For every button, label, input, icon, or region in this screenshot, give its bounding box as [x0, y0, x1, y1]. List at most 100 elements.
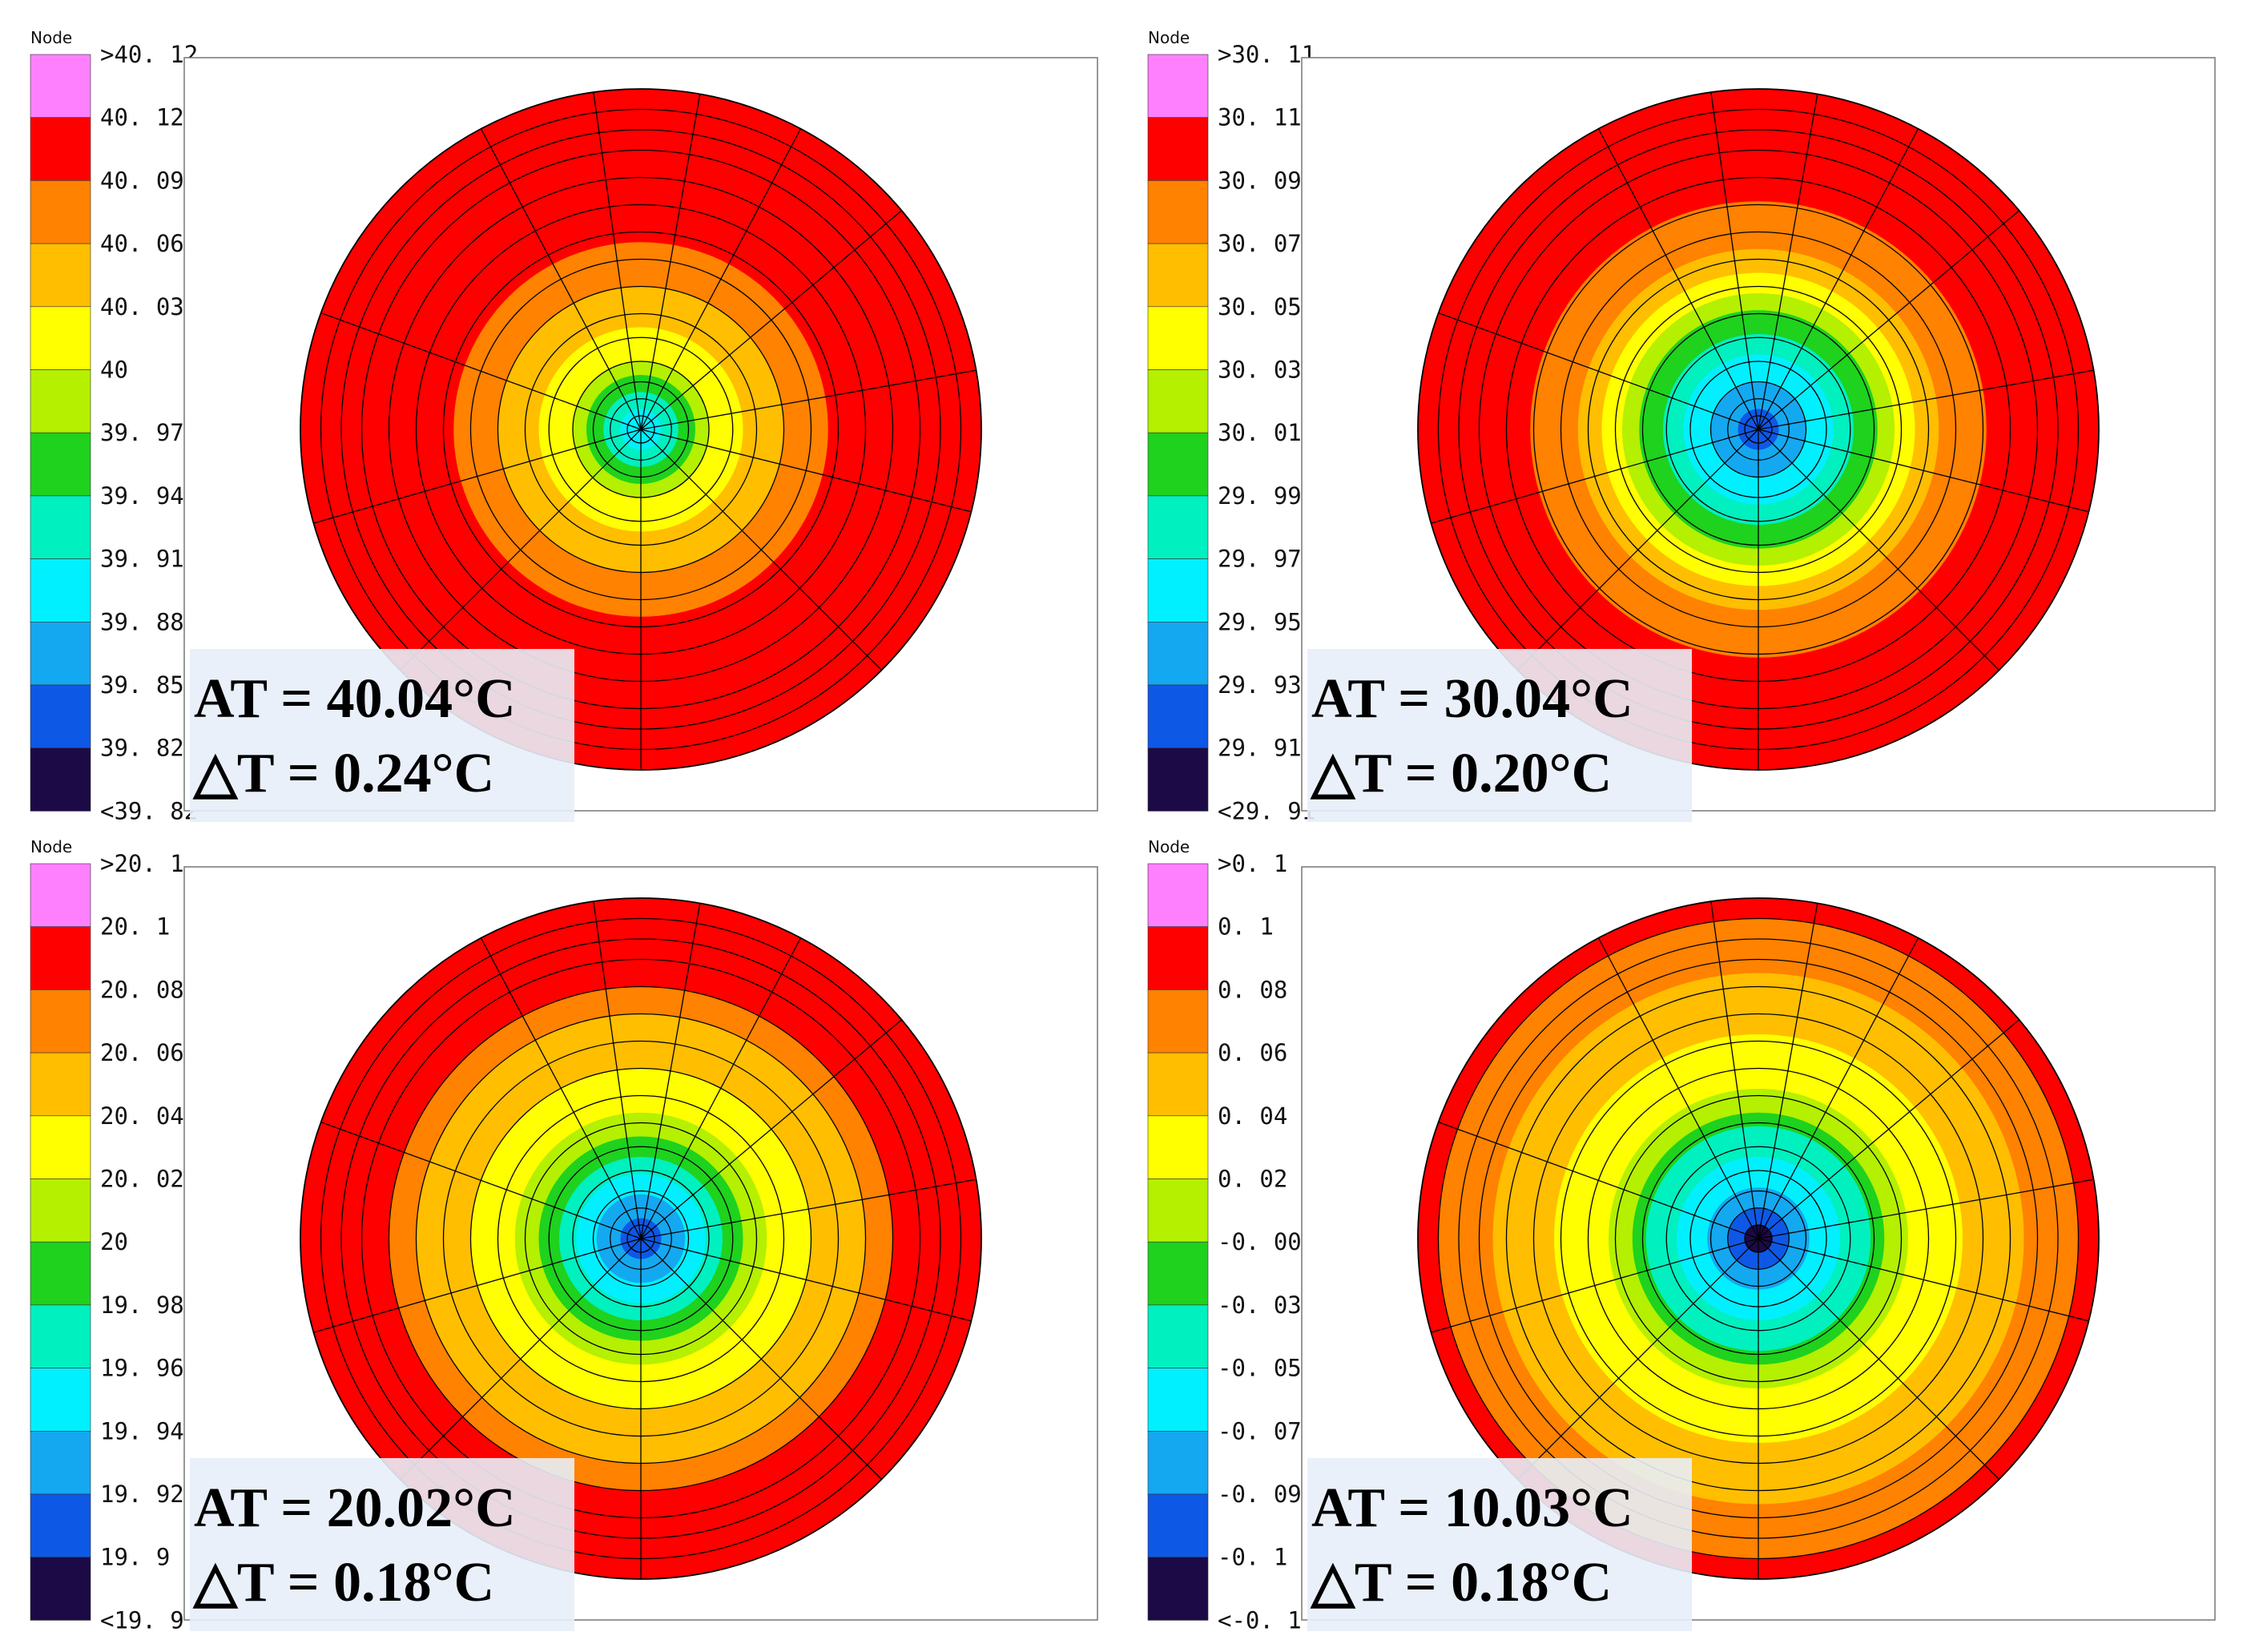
legend-tick-label: 0. 04 [1218, 1102, 1287, 1130]
legend-tick-label: -0. 09 [1218, 1481, 1302, 1508]
legend-tick-label: 20 [100, 1228, 128, 1255]
legend-tick-label: <39. 82 [100, 797, 198, 824]
legend-tick-label: 20. 1 [100, 913, 170, 941]
legend-color-band [30, 989, 91, 1054]
contour-plot: Node >0. 1 0. 1 0. 08 0. 06 0. 04 0. 02 -0. 005… [1147, 837, 2216, 1634]
legend-color-band [30, 1052, 91, 1117]
legend-color-band [1147, 369, 1209, 433]
contour-panel-bottom-left: Node >20. 1 20. 1 20. 08 20. 06 20. 04 20. 02 2… [24, 837, 1098, 1634]
legend-tick-label: 39. 94 [100, 482, 184, 510]
legend-tick-label: -0. 03 [1218, 1291, 1302, 1319]
legend-tick-label: 0. 02 [1218, 1166, 1287, 1193]
legend-tick-label: <29. 91 [1218, 797, 1315, 824]
mesh-spoke [313, 1238, 642, 1333]
legend-color-band [1147, 117, 1209, 181]
delta-temperature-label: △T = 0.24°C [192, 743, 494, 804]
mesh-spoke [1758, 1179, 2094, 1239]
legend-color-band [30, 621, 91, 686]
mesh-spoke [1758, 429, 1999, 671]
annotation-box [1307, 1458, 1692, 1631]
legend-tick-label: 30. 01 [1218, 419, 1302, 446]
legend-tick-label: 29. 99 [1218, 482, 1302, 510]
legend-tick-label: 0. 1 [1218, 913, 1274, 941]
legend-color-band [1147, 558, 1209, 623]
mesh-spoke [1431, 429, 1759, 524]
legend-color-band [1147, 989, 1209, 1054]
contour-plot: Node >20. 1 20. 1 20. 08 20. 06 20. 04 20. 02 2… [30, 837, 1098, 1634]
legend-color-band [30, 243, 91, 308]
legend-tick-label: -0. 1 [1218, 1544, 1287, 1571]
legend-tick-label: 29. 95 [1218, 608, 1302, 635]
mesh-spoke [1597, 128, 1759, 430]
legend-tick-label: 30. 09 [1218, 167, 1302, 194]
legend-tick-label: >40. 12 [100, 41, 198, 68]
mesh-spoke [1438, 1122, 1759, 1239]
mesh-spoke [640, 1019, 902, 1239]
legend-tick-label: 29. 97 [1218, 546, 1302, 573]
legend-tick-label: <-0. 1 [1218, 1606, 1302, 1634]
legend-tick-label: 30. 11 [1218, 104, 1302, 131]
legend-color-band [1147, 1557, 1209, 1621]
mesh-spoke [1597, 937, 1759, 1239]
contour-panel-bottom-right: Node >0. 1 0. 1 0. 08 0. 06 0. 04 0. 02 -0. 005… [1142, 837, 2216, 1634]
legend-tick-label: 20. 02 [100, 1166, 184, 1193]
mesh-spoke [1758, 1238, 1999, 1480]
mesh-spoke [1758, 1238, 2089, 1322]
ambient-temperature-label: AT = 40.04°C [194, 668, 516, 730]
legend-color-band [1147, 1241, 1209, 1306]
legend-tick-label: 39. 88 [100, 608, 184, 635]
legend-color-band [1147, 1493, 1209, 1557]
legend-color-band [1147, 1179, 1209, 1243]
legend-tick-label: 20. 04 [100, 1102, 184, 1130]
legend-color-band [1147, 747, 1209, 812]
mesh-spoke [640, 94, 701, 430]
legend-tick-label: 19. 92 [100, 1481, 184, 1508]
mesh-spoke [640, 429, 972, 513]
legend-color-band [1147, 180, 1209, 244]
legend-tick-label: 40. 06 [100, 230, 184, 257]
mesh-spoke [640, 429, 882, 671]
delta-temperature-label: △T = 0.18°C [1310, 1552, 1612, 1614]
legend-color-band [30, 1241, 91, 1306]
mesh-spoke [1758, 369, 2094, 430]
legend-color-band [30, 1368, 91, 1432]
legend-color-band [1147, 863, 1209, 927]
legend-title: Node [30, 28, 72, 47]
legend-color-band [1147, 1368, 1209, 1432]
legend-tick-label: -0. 05 [1218, 1355, 1302, 1382]
mesh-spoke [1758, 128, 1919, 430]
mesh-spoke [640, 1179, 977, 1239]
legend-color-band [30, 54, 91, 118]
mesh-spoke [1438, 312, 1759, 430]
legend-color-band [30, 369, 91, 433]
mesh-spoke [593, 901, 642, 1239]
legend-tick-label: 30. 07 [1218, 230, 1302, 257]
legend-tick-label: 40 [100, 357, 128, 384]
legend-color-band [1147, 926, 1209, 990]
mesh-spoke [640, 1238, 972, 1322]
legend-color-band [1147, 684, 1209, 748]
legend-tick-label: 39. 97 [100, 419, 184, 446]
legend-title: Node [1148, 837, 1190, 856]
legend-color-band [30, 1430, 91, 1495]
legend-color-band [1147, 54, 1209, 118]
mesh-spoke [320, 312, 642, 430]
legend-color-band [1147, 432, 1209, 497]
mesh-spoke [1431, 1238, 1759, 1333]
legend-color-band [1147, 1052, 1209, 1117]
legend-tick-label: 29. 91 [1218, 735, 1302, 762]
legend-tick-label: 0. 06 [1218, 1039, 1287, 1066]
mesh-spoke [640, 937, 802, 1239]
ambient-temperature-label: AT = 10.03°C [1311, 1477, 1633, 1539]
delta-temperature-label: △T = 0.18°C [192, 1552, 494, 1614]
ambient-temperature-label: AT = 30.04°C [1311, 668, 1633, 730]
mesh-spoke [1758, 903, 1818, 1239]
mesh-spoke [1517, 429, 1759, 671]
mesh-spoke [313, 429, 642, 524]
annotation-box [190, 1458, 574, 1631]
ambient-temperature-label: AT = 20.02°C [194, 1477, 516, 1539]
annotation-box [1307, 649, 1692, 822]
annotation-box [190, 649, 574, 822]
legend-color-band [1147, 1115, 1209, 1179]
legend-color-band [30, 432, 91, 497]
